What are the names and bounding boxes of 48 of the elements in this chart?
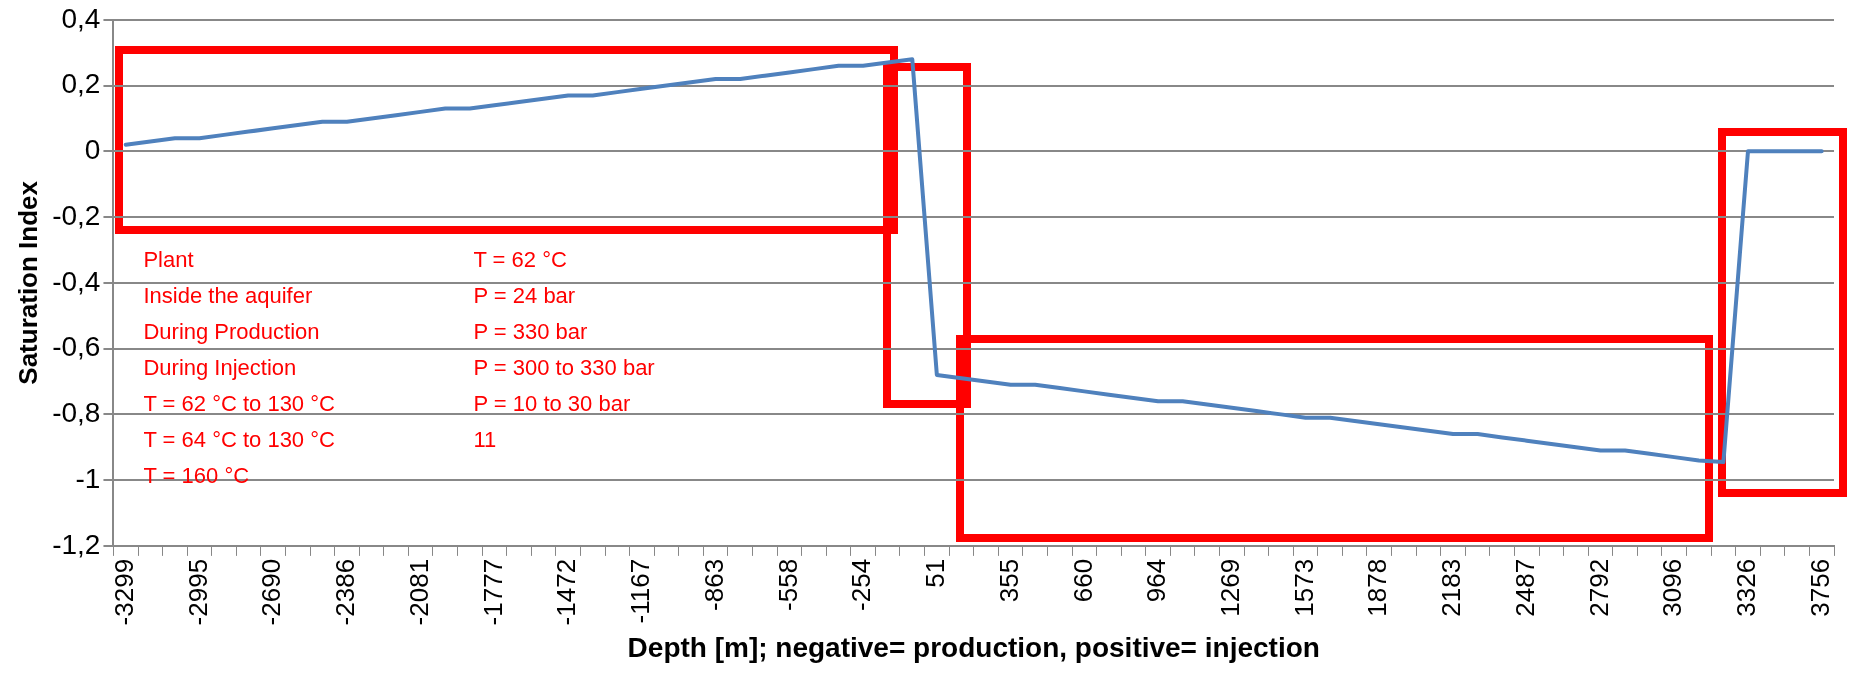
x-tick-label: 3096 [1657, 558, 1688, 617]
y-tick-label: 0,2 [61, 68, 101, 100]
y-tick-label: -1,2 [52, 528, 101, 560]
y-tick-label: -0,6 [52, 331, 101, 363]
annotation: During Injection [143, 355, 297, 381]
annotation: 11 [473, 427, 497, 453]
annotation: Plant [143, 247, 194, 273]
annotation: T = 62 °C to 130 °C [143, 391, 336, 417]
annotation: T = 160 °C [143, 463, 250, 489]
x-tick-label: -1472 [551, 558, 582, 626]
annotation: T = 62 °C [473, 247, 567, 273]
y-tick-label: 0 [84, 134, 101, 166]
x-tick-label: 660 [1067, 558, 1098, 603]
x-tick-label: 1878 [1362, 558, 1393, 617]
x-tick-label: -2995 [182, 558, 213, 626]
x-tick-label: -2690 [256, 558, 287, 626]
x-tick-label: -1167 [625, 558, 656, 624]
x-tick-label: 2487 [1509, 558, 1540, 617]
y-tick-label: -1 [75, 462, 101, 494]
x-tick-label: 2183 [1436, 558, 1467, 617]
annotation: P = 330 bar [473, 319, 588, 345]
y-tick-label: -0,8 [52, 397, 101, 429]
x-tick-label: -1777 [477, 558, 508, 626]
x-tick-label: 1269 [1214, 558, 1245, 617]
annotation: Inside the aquifer [143, 283, 313, 309]
y-tick-label: 0,4 [61, 2, 101, 34]
y-axis-title: Saturation Index [12, 180, 43, 385]
x-tick-label: 51 [920, 558, 951, 588]
y-tick-label: -0,2 [52, 199, 101, 231]
x-tick-label: 1573 [1288, 558, 1319, 617]
x-tick-label: 355 [993, 558, 1024, 603]
x-tick-label: -558 [772, 558, 803, 611]
x-tick-label: 3756 [1804, 558, 1835, 617]
x-tick-label: -254 [846, 558, 877, 611]
annotation: T = 64 °C to 130 °C [143, 427, 336, 453]
annotation: P = 300 to 330 bar [473, 355, 655, 381]
x-tick-label: -2081 [403, 558, 434, 626]
x-tick-label: 964 [1141, 558, 1172, 603]
x-tick-label: 3326 [1731, 558, 1762, 617]
x-tick-label: 2792 [1583, 558, 1614, 617]
x-axis-title: Depth [m]; negative= production, positive= injection [627, 631, 1320, 663]
x-tick-label: -2386 [330, 558, 361, 626]
annotation: P = 10 to 30 bar [473, 391, 631, 417]
annotation: During Production [143, 319, 320, 345]
x-tick-label: -863 [698, 558, 729, 611]
x-tick-label: -3299 [108, 558, 139, 626]
y-tick-label: -0,4 [52, 265, 101, 297]
annotation: P = 24 bar [473, 283, 576, 309]
